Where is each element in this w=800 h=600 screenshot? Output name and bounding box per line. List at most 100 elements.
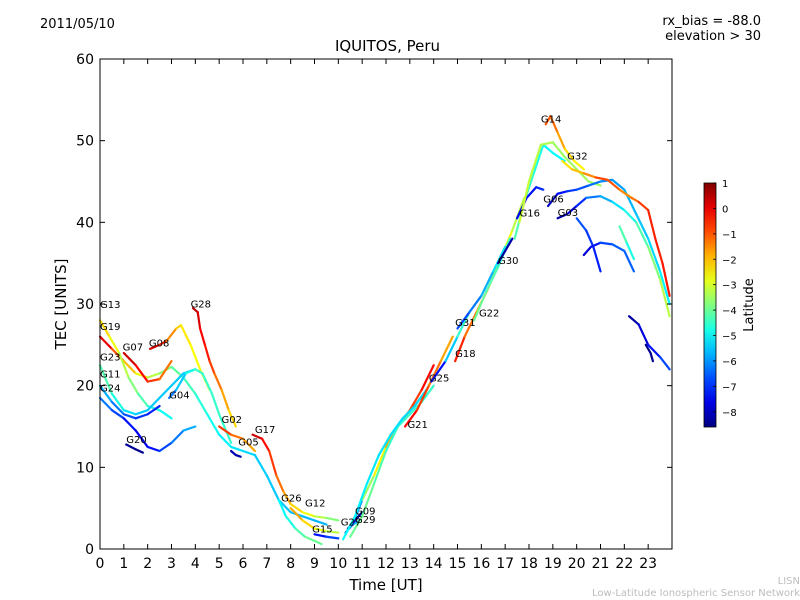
- trace-segment: [592, 245, 602, 273]
- y-tick-label: 30: [76, 297, 94, 313]
- trace-segment: [158, 441, 173, 453]
- trace-ga5: [575, 217, 602, 273]
- trace-segment: [175, 372, 187, 391]
- y-axis-label: TEC [UNITS]: [52, 259, 70, 351]
- trace-g30: [496, 237, 514, 265]
- trace-segment: [535, 186, 545, 191]
- trace-segment: [282, 490, 292, 506]
- colorbar-tick-label: −8: [722, 408, 737, 419]
- trace-segment: [313, 539, 323, 546]
- trace-segment: [544, 115, 552, 126]
- colorbar-tick-label: −2: [722, 255, 737, 266]
- trace-segment: [265, 474, 280, 502]
- trace-g20: [125, 443, 144, 454]
- trace-g32: [561, 159, 671, 297]
- trace-segment: [213, 372, 223, 391]
- trace-segment: [384, 425, 400, 453]
- colorbar-tick-label: −3: [722, 281, 737, 292]
- trace-segment: [353, 511, 364, 522]
- trace-segment: [134, 372, 149, 379]
- trace-segment: [618, 188, 633, 199]
- trace-segment: [611, 178, 626, 191]
- y-tick-label: 60: [76, 52, 94, 68]
- trace-segment: [208, 360, 216, 375]
- footer-org-abbrev: LISN: [777, 576, 800, 587]
- trace-g28: [191, 306, 237, 428]
- trace-segment: [134, 413, 149, 420]
- trace-g24: [98, 396, 197, 453]
- trace-segment: [618, 225, 628, 244]
- trace-segment: [110, 392, 125, 412]
- trace-g16: [513, 143, 566, 240]
- trace-segment: [377, 433, 392, 457]
- trace-segment: [372, 449, 388, 485]
- trace-segment: [658, 270, 671, 306]
- trace-segment: [658, 278, 671, 318]
- trace-segment: [313, 519, 328, 526]
- trace-segment: [561, 159, 574, 171]
- trace-segment: [241, 449, 257, 457]
- x-tick-label: 19: [544, 556, 562, 572]
- trace-segment: [313, 533, 328, 538]
- prn-label: G18: [455, 349, 475, 360]
- trace-segment: [134, 429, 149, 449]
- x-tick-label: 13: [401, 556, 419, 572]
- trace-segment: [284, 515, 297, 530]
- series-layer: [98, 115, 671, 546]
- trace-segment: [539, 141, 554, 146]
- trace-segment: [403, 409, 419, 428]
- y-tick-label: 40: [76, 215, 94, 231]
- trace-g26: [277, 498, 323, 546]
- trace-segment: [189, 343, 202, 371]
- prn-label: G09: [355, 507, 375, 518]
- rx-bias-label: rx_bias = -88.0: [662, 14, 761, 29]
- prn-label: G02: [222, 415, 242, 426]
- prn-label: G24: [100, 383, 120, 394]
- trace-segment: [179, 324, 192, 346]
- prn-label: G22: [479, 308, 499, 319]
- footer: LISN Low-Latitude Ionospheric Sensor Net…: [592, 576, 800, 600]
- trace-segment: [117, 351, 130, 379]
- trace-segment: [349, 515, 364, 538]
- trace-segment: [98, 396, 114, 412]
- trace-ga8: [627, 315, 671, 371]
- plot-frame: [99, 58, 673, 550]
- trace-segment: [165, 327, 178, 342]
- colorbar-tick-label: −4: [722, 306, 737, 317]
- trace-segment: [575, 196, 588, 208]
- prn-label: G15: [312, 525, 332, 536]
- trace-segment: [148, 343, 161, 351]
- x-tick-label: 3: [167, 556, 176, 572]
- trace-segment: [647, 343, 662, 359]
- trace-segment: [627, 315, 640, 326]
- chart-date: 2011/05/10: [40, 17, 115, 32]
- trace-segment: [549, 115, 559, 134]
- trace-segment: [294, 527, 307, 538]
- trace-ga9: [644, 343, 655, 363]
- x-tick-label: 9: [310, 556, 319, 572]
- trace-segment: [325, 516, 340, 522]
- trace-segment: [170, 429, 185, 444]
- trace-segment: [158, 384, 173, 400]
- x-tick-label: 0: [96, 556, 105, 572]
- trace-segment: [585, 195, 602, 199]
- trace-segment: [260, 437, 271, 453]
- x-tick-label: 4: [191, 556, 200, 572]
- y-tick-label: 20: [76, 379, 94, 395]
- x-tick-label: 17: [496, 556, 514, 572]
- trace-segment: [277, 498, 287, 518]
- trace-segment: [473, 290, 488, 322]
- x-axis-label: Time [UT]: [348, 576, 422, 594]
- trace-segment: [146, 396, 161, 412]
- trace-segment: [134, 448, 144, 454]
- x-tick-label: 6: [239, 556, 248, 572]
- trace-segment: [227, 409, 237, 428]
- trace-segment: [203, 343, 211, 363]
- prn-label: G20: [126, 435, 146, 446]
- trace-segment: [563, 155, 578, 171]
- trace-segment: [361, 482, 376, 518]
- colorbar-ticks: 1 0 −1 −2 −3 −4 −5 −6 −7 −8: [713, 179, 737, 419]
- prn-label: G13: [100, 300, 120, 311]
- trace-segment: [110, 400, 125, 416]
